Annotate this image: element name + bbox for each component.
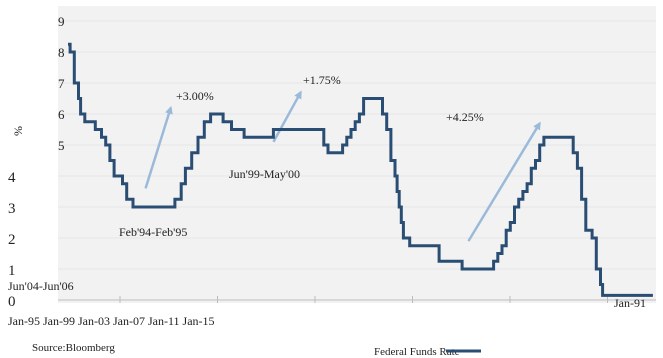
annotation-plus-3-00: +3.00%	[176, 89, 214, 103]
annotation-jun99-may00: Jun'99-May'00	[229, 167, 300, 181]
x-tick-label: Jan-07	[113, 314, 145, 328]
x-tick-label: Jan-11	[148, 314, 180, 328]
y-tick-label: 4	[8, 170, 16, 186]
source-note: Source:Bloomberg	[32, 342, 115, 354]
x-tick-label: Jan-15	[183, 314, 215, 328]
annotation-feb94-feb95: Feb'94-Feb'95	[119, 225, 187, 239]
annotation-jun04-jun06: Jun'04-Jun'06	[8, 279, 74, 293]
x-tick-label: Jan-99	[43, 314, 75, 328]
y-tick-label: 1	[8, 263, 16, 279]
y-tick-label: 0	[8, 294, 16, 310]
plot-area-background	[58, 6, 656, 303]
annotation-plus-4-25: +4.25%	[446, 110, 484, 124]
y-tick-label: 9	[58, 14, 65, 29]
trend-arrow	[272, 90, 302, 143]
y-tick-label: 5	[58, 138, 65, 153]
y-axis-label: %	[11, 126, 25, 136]
y-axis-tick-labels: 5 6 7 8 9 0 1 2 3 4	[8, 14, 65, 310]
trend-arrow	[467, 121, 541, 242]
x-tick-label-jan-91: Jan-91	[614, 296, 646, 310]
x-tick-label: Jan-95	[8, 314, 40, 328]
legend-label: Federal Funds Rate	[374, 346, 460, 358]
y-tick-label: 2	[8, 232, 16, 248]
federal-funds-rate-line	[68, 42, 653, 297]
x-axis-ticks	[119, 296, 608, 303]
y-tick-label: 3	[8, 201, 16, 217]
x-tick-label: Jan-03	[78, 314, 110, 328]
trend-arrows	[144, 90, 541, 242]
trend-arrow	[144, 105, 173, 189]
annotation-plus-1-75: +1.75%	[303, 73, 341, 87]
x-axis-tick-label-row: Jan-95 Jan-99 Jan-03 Jan-07 Jan-11 Jan-1…	[8, 314, 215, 328]
y-tick-label: 7	[58, 76, 65, 91]
y-tick-label: 8	[58, 45, 65, 60]
y-tick-label: 6	[58, 107, 65, 122]
